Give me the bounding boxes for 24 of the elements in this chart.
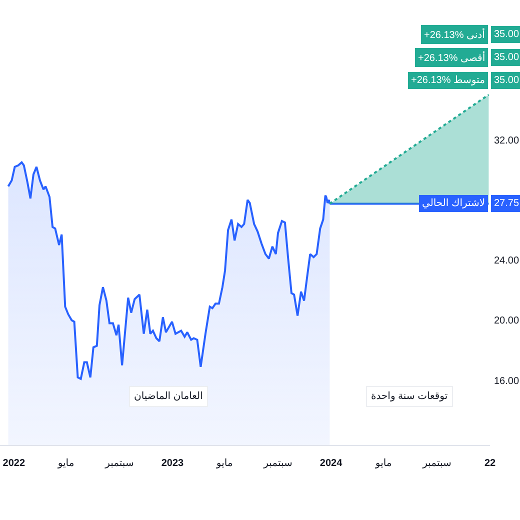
text: 35.00 [494, 75, 520, 86]
text: 35.00 [494, 29, 520, 40]
y-tick-label: 20.00 [494, 316, 520, 327]
annotation: +26.13% أقصى [418, 51, 486, 64]
y-tick-label: 16.00 [494, 376, 520, 387]
x-tick-label: 2023 [161, 458, 184, 469]
annotation: توقعات سنة واحدة [371, 391, 448, 402]
annotation: +26.13% أدنى [424, 28, 486, 41]
x-tick-label: مايو [215, 458, 233, 469]
x-tick-label: 2024 [320, 458, 343, 469]
x-tick-label: سبتمبر [422, 458, 452, 469]
x-tick-label: سبتمبر [262, 458, 292, 469]
x-tick-label: 22 [484, 458, 496, 469]
annotation: لاشتراك الحالي [422, 198, 486, 209]
x-tick-label: سبتمبر [104, 458, 134, 469]
annotation: العامان الماضيان [134, 391, 203, 402]
y-tick-label: 32.00 [494, 135, 520, 146]
x-tick-label: مايو [374, 458, 392, 469]
x-tick-label: مايو [56, 458, 74, 469]
text: 35.00 [494, 52, 520, 63]
y-tick-label: 24.00 [494, 256, 520, 267]
x-tick-label: 2022 [2, 458, 26, 469]
annotation: +26.13% متوسط [411, 75, 485, 86]
annotation: 27.75 [494, 198, 520, 209]
